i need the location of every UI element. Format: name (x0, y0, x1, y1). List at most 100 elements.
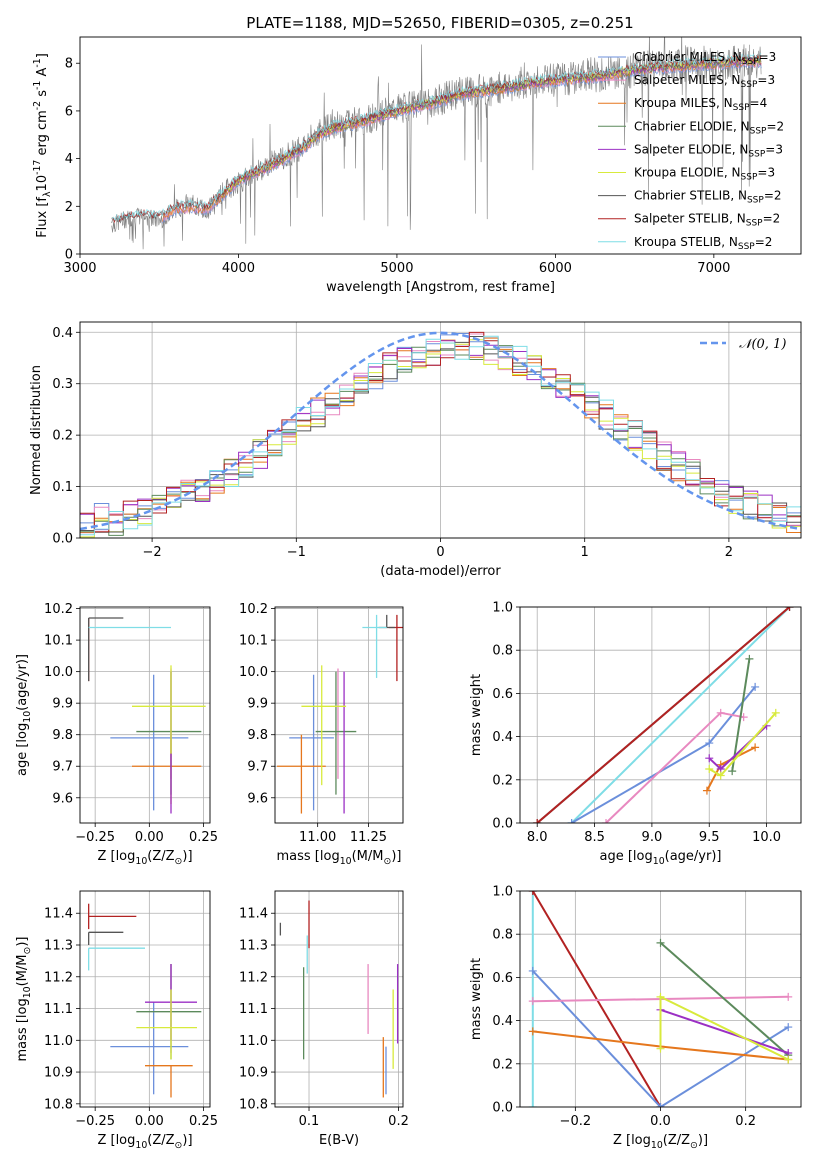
plot-area (528, 891, 793, 1107)
label-part: erg cm (35, 110, 50, 159)
y-tick-label: 0.0 (52, 532, 73, 547)
y-tick-label: 0.8 (492, 644, 513, 659)
x-tick-label: 0 (436, 545, 444, 560)
legend-text: =2 (763, 212, 781, 226)
y-tick-label: 11.4 (44, 907, 73, 922)
x-tick-label: 9.0 (642, 830, 663, 845)
x-tick-label: 11.00 (299, 830, 336, 845)
weight-line-chabrier_miles (532, 970, 789, 1107)
residual-histogram-panel: −2 −1 0 1 2 0.0 0.1 0.2 0.3 0.4 (data-model)/error… (29, 321, 802, 579)
axes-border (79, 890, 211, 1108)
legend-entry-kroupa_stelib: Kroupa STELIB, NSSP=2 (634, 235, 772, 252)
label-part: ⊙ (22, 947, 33, 955)
residual-hist-kroupa_stelib (80, 335, 801, 536)
label-part: s (35, 90, 50, 101)
x-tick-label: −0.25 (75, 830, 115, 845)
legend-text: =3 (757, 73, 775, 87)
x-tick-label: 1 (581, 545, 589, 560)
axes-frame: 11.00 11.25 9.6 9.7 9.8 9.9 10.0 10.1 10.2 mass [… (239, 602, 404, 867)
x-tick-label: 7000 (697, 261, 730, 276)
label-part: age [log (15, 723, 30, 776)
y-tick-label: 11.4 (239, 907, 268, 922)
legend-subscript: SSP (733, 103, 750, 113)
y-tick-label: 11.2 (44, 970, 73, 985)
weight-marker-salpeter_miles (784, 992, 793, 1001)
y-tick-label: 0.6 (492, 687, 513, 702)
axes-frame: −0.25 0.00 0.25 9.6 9.7 9.8 9.9 10.0 10.1 10.2 Z [… (15, 602, 218, 867)
y-tick-label: 9.9 (52, 697, 73, 712)
label-part: 10 (651, 1140, 663, 1151)
residual-hist-salpeter_stelib (80, 331, 801, 533)
x-axis-label: Z [log10(Z/Z⊙)] (613, 1133, 708, 1151)
label-part: (M/M (352, 849, 384, 864)
legend-text: =4 (750, 96, 768, 110)
y-tick-label: 10.0 (44, 665, 73, 680)
weight-marker-kroupa_elodie (784, 1055, 793, 1064)
y-tick-label: 0.1 (52, 480, 73, 495)
y-tick-label: 2 (65, 200, 73, 215)
label-part: age [log (600, 849, 653, 864)
x-tick-label: −0.2 (560, 1114, 592, 1129)
y-tick-label: 0.2 (52, 429, 73, 444)
axes-frame: −0.2 0.0 0.2 0.0 0.2 0.4 0.6 0.8 1.0 Z [log10(Z/Z… (469, 885, 802, 1151)
y-tick-label: 8 (65, 57, 73, 72)
label-part: )] (698, 1133, 708, 1148)
x-tick-label: −0.25 (75, 1114, 115, 1129)
label-part: 10 (22, 986, 33, 998)
label-part: Normed distribution (29, 365, 44, 495)
axes-border (274, 606, 404, 824)
weight-line-kroupa_stelib (570, 607, 791, 823)
plot-area (533, 607, 794, 823)
weight-marker-kroupa_miles (528, 1027, 537, 1036)
x-tick-label: 11.25 (350, 830, 387, 845)
x-tick-label: 8.5 (584, 830, 605, 845)
legend-entry-salpeter_elodie: Salpeter ELODIE, NSSP=3 (634, 142, 783, 159)
x-tick-label: 5000 (380, 261, 413, 276)
label-part: -2 (32, 101, 43, 110)
axes-border (519, 606, 802, 824)
x-tick-label: 9.5 (699, 830, 720, 845)
legend-entry-kroupa_miles: Kroupa MILES, NSSP=4 (634, 96, 767, 113)
spectrum-panel: 3000 4000 5000 6000 7000 0 2 4 6 8 wavelength [Ang… (32, 36, 802, 295)
y-tick-label: 0.4 (492, 730, 513, 745)
spectrum-title: PLATE=1188, MJD=52650, FIBERID=0305, z=0… (246, 14, 633, 32)
y-tick-label: 1.0 (492, 601, 513, 616)
weight-marker-salpeter_stelib (528, 891, 537, 895)
y-tick-label: 9.6 (52, 791, 73, 806)
label-part: (M/M (15, 955, 30, 987)
weight-marker-salpeter_elodie (705, 754, 714, 763)
plot-area (277, 614, 403, 814)
legend-subscript: SSP (750, 126, 767, 136)
weight-marker-kroupa_elodie (771, 708, 780, 717)
y-tick-label: 0.0 (492, 1101, 513, 1116)
legend-subscript: SSP (741, 173, 758, 183)
legend-text: Chabrier MILES, N (634, 50, 742, 64)
weight-line-salpeter_stelib (536, 607, 791, 823)
legend-entry-salpeter_stelib: Salpeter STELIB, NSSP=2 (634, 212, 780, 229)
legend-text: =3 (757, 166, 775, 180)
legend-entry-salpeter_miles: Salpeter MILES, NSSP=3 (634, 73, 775, 90)
x-tick-label: −2 (143, 545, 162, 560)
legend-entry-chabrier_elodie: Chabrier ELODIE, NSSP=2 (634, 119, 784, 136)
label-part: mass weight (469, 674, 484, 756)
axes-frame: −0.25 0.00 0.25 10.8 10.9 11.0 11.1 11.2 11.3 11.… (15, 890, 218, 1151)
y-tick-label: 0.3 (52, 377, 73, 392)
label-part: 10 (340, 856, 352, 867)
legend-subscript: SSP (741, 80, 758, 90)
label-part: )] (391, 849, 401, 864)
weight-marker-salpeter_stelib (785, 607, 794, 611)
weight-marker-chabrier_miles (705, 739, 714, 748)
weight-marker-kroupa_miles (751, 743, 760, 752)
label-part: (Z/Z (147, 849, 174, 864)
weight-line-kroupa_miles (706, 746, 756, 792)
y-tick-label: 10.8 (239, 1097, 268, 1112)
weight-marker-kroupa_elodie (656, 1044, 665, 1053)
label-part: )] (15, 937, 30, 947)
x-axis-label: E(B-V) (319, 1133, 359, 1148)
y-axis-label: mass [log10(M/M⊙)] (15, 937, 33, 1062)
label-part: mass [log (277, 849, 340, 864)
y-tick-label: 0.0 (492, 817, 513, 832)
y-axis-label: mass weight (469, 674, 484, 756)
label-part: )] (182, 1133, 192, 1148)
